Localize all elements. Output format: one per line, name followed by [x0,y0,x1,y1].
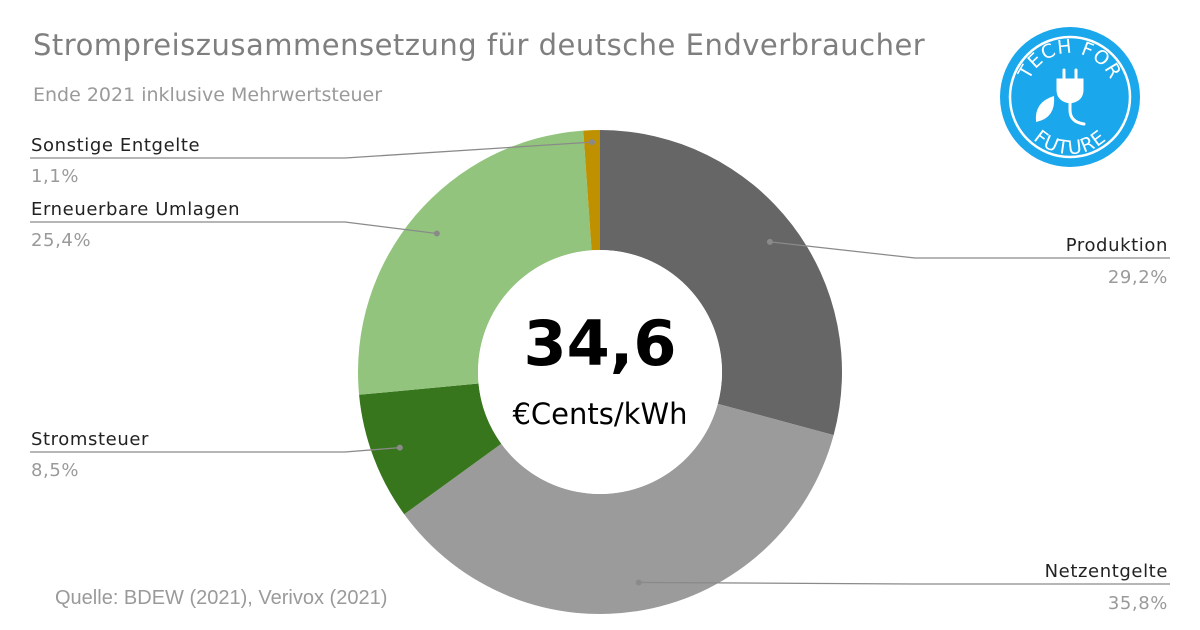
slice-value-erneuerbare-umlagen: 25,4% [31,230,91,251]
slices-group [357,130,842,614]
slice-label-erneuerbare-umlagen: Erneuerbare Umlagen [31,199,240,220]
center-value: 34,6 [524,307,677,380]
chart-subtitle: Ende 2021 inklusive Mehrwertsteuer [33,84,383,106]
slice-sonstige-entgelte [583,130,600,251]
slice-value-sonstige-entgelte: 1,1% [31,166,79,187]
leader-line-netzentgelte [638,581,1170,585]
slice-value-netzentgelte: 35,8% [1108,593,1168,614]
slice-value-produktion: 29,2% [1108,267,1168,288]
leader-line-erneuerbare-umlagen [30,221,437,235]
donut-hole [478,250,722,494]
slice-label-sonstige-entgelte: Sonstige Entgelte [31,135,200,156]
tech-for-future-logo: TECH FOR FUTURE [1000,27,1140,167]
leader-line-stromsteuer [30,446,400,453]
slice-netzentgelte [404,403,834,614]
center-unit: €Cents/kWh [512,397,687,431]
slice-erneuerbare-umlagen [357,130,592,395]
leader-line-produktion [769,241,1170,259]
slice-label-stromsteuer: Stromsteuer [31,429,149,450]
slice-produktion [600,130,842,436]
chart-title: Strompreiszusammensetzung für deutsche E… [33,28,926,62]
leader-line-sonstige-entgelte [30,141,593,159]
leaf-icon [1035,96,1055,122]
slice-value-stromsteuer: 8,5% [31,460,79,481]
logo-ring [1008,35,1132,159]
source-note: Quelle: BDEW (2021), Verivox (2021) [55,587,388,609]
plug-icon [1056,68,1086,126]
slice-labels-group: Produktion 29,2% Netzentgelte 35,8% Stromste… [31,135,1168,614]
leader-lines-group [30,139,1170,586]
slice-label-netzentgelte: Netzentgelte [1045,561,1168,582]
slice-label-produktion: Produktion [1066,235,1168,256]
slice-stromsteuer [359,383,502,515]
